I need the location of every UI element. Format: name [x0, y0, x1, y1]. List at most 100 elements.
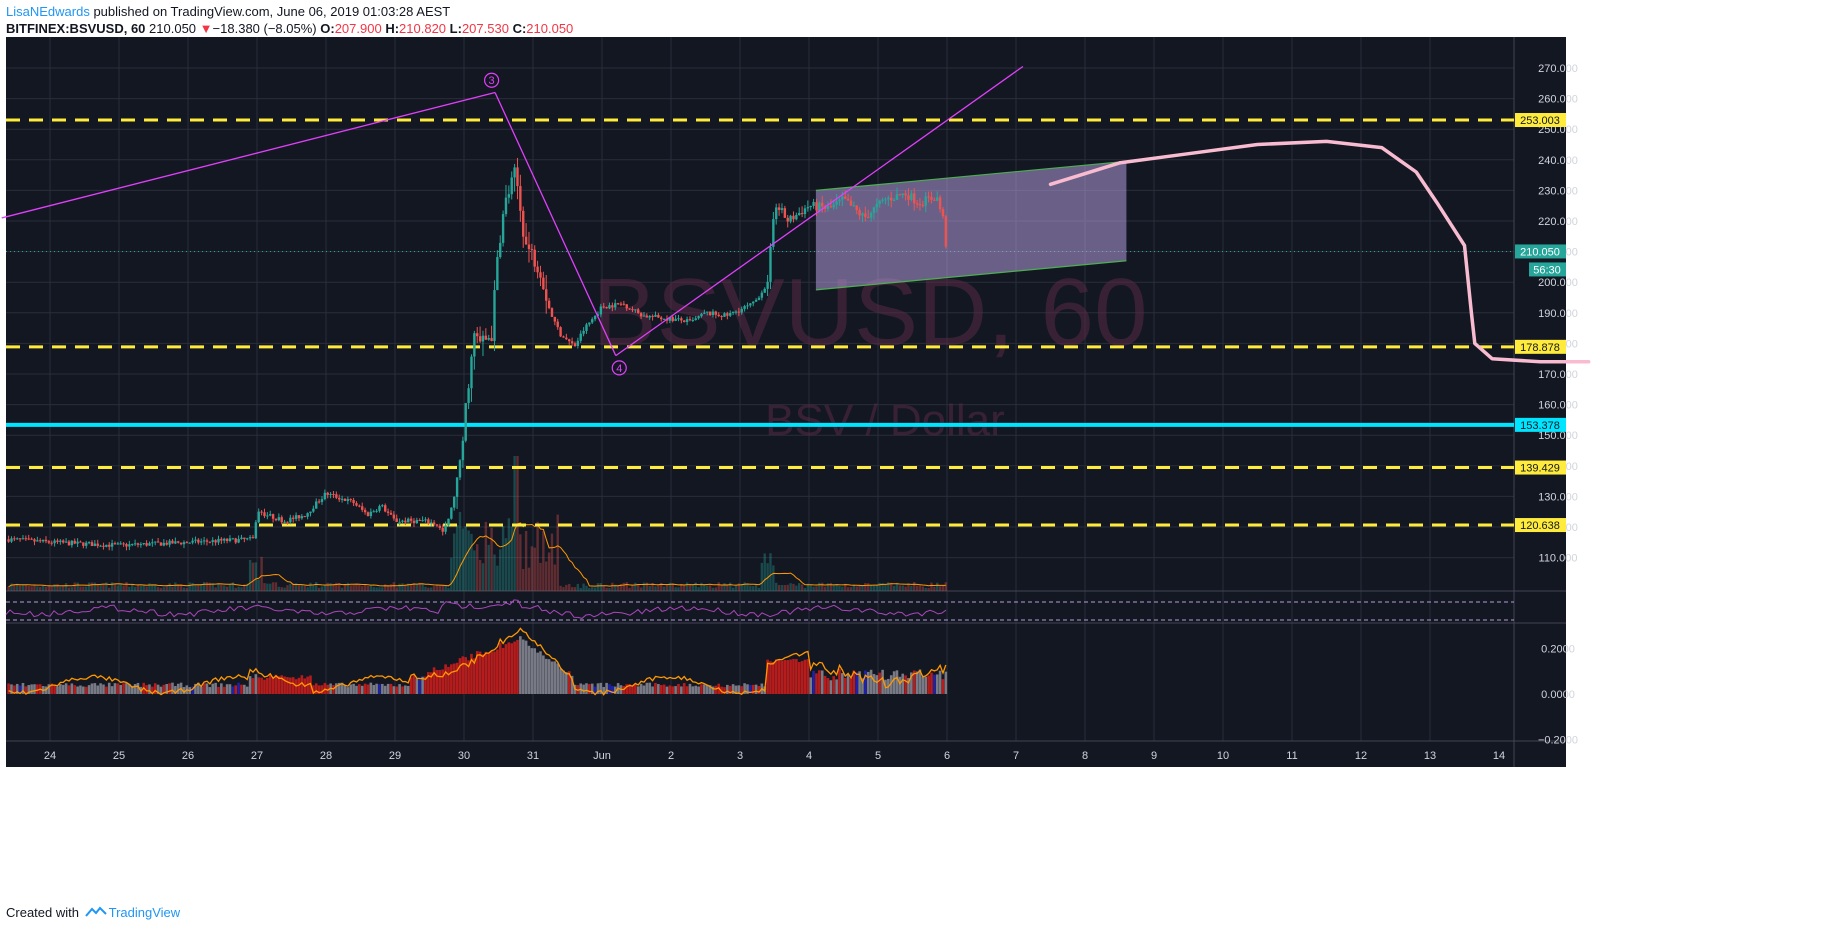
histogram-bar	[588, 684, 591, 694]
candle-body	[384, 505, 387, 512]
channel-fill[interactable]	[815, 161, 1127, 290]
volume-bar	[596, 583, 600, 591]
histogram-bar	[671, 686, 675, 694]
histogram-bar	[507, 642, 511, 694]
candle-body	[861, 213, 864, 216]
volume-bar	[131, 584, 134, 591]
time-tick-label: 2	[668, 750, 674, 762]
volume-bar	[841, 586, 844, 591]
volume-bar	[775, 582, 778, 591]
histogram-bar	[657, 684, 660, 694]
volume-bar	[662, 586, 666, 591]
volume-bar	[335, 582, 338, 591]
candle-body	[576, 340, 580, 347]
volume-bar	[76, 582, 79, 591]
volume-bar	[461, 528, 465, 591]
volume-bar	[660, 582, 663, 591]
candle-body	[786, 217, 789, 222]
histogram-bar	[800, 661, 804, 694]
projection-path[interactable]	[1048, 139, 1591, 364]
candle-body	[789, 215, 792, 222]
candle-body	[202, 540, 206, 542]
volume-bar	[740, 583, 743, 591]
volume-bar	[691, 584, 695, 591]
candle-body	[263, 512, 266, 517]
histogram-bar	[513, 641, 516, 694]
tradingview-brand-link[interactable]: TradingView	[108, 905, 181, 920]
candle-body	[933, 199, 936, 201]
histogram-bar	[682, 683, 686, 694]
volume-bar	[458, 512, 462, 591]
candle-body	[694, 318, 697, 320]
volume-bar	[366, 585, 370, 591]
candle-body	[409, 518, 413, 521]
histogram-bar	[191, 686, 194, 694]
countdown-text: 56:30	[1533, 264, 1561, 276]
histogram-bar	[688, 683, 692, 694]
trendline[interactable]	[494, 92, 617, 356]
histogram-bar	[464, 657, 468, 694]
candle-body	[539, 272, 542, 278]
histogram-bar	[245, 686, 249, 694]
volume-bar	[904, 586, 907, 591]
volume-bar	[792, 583, 795, 591]
volume-bar	[542, 531, 545, 591]
channel-lower-line[interactable]	[815, 260, 1127, 291]
candle-body	[570, 341, 574, 344]
histogram-bar	[145, 685, 148, 694]
histogram-bar	[15, 683, 19, 694]
volume-bar	[496, 565, 499, 591]
volume-bar	[277, 586, 281, 591]
volume-bar	[711, 587, 715, 591]
histogram-bar	[918, 669, 922, 694]
volume-bar	[7, 586, 10, 591]
histogram-bar	[542, 655, 545, 694]
trendline[interactable]	[615, 65, 1024, 357]
low-label: L:	[449, 21, 462, 36]
volume-bar	[358, 584, 361, 591]
time-tick-label: 9	[1151, 750, 1157, 762]
candle-body	[27, 538, 30, 540]
volume-bar	[407, 583, 410, 591]
volume-bar	[64, 583, 68, 591]
candle-body	[165, 542, 168, 545]
volume-bar	[372, 587, 375, 591]
histogram-bar	[519, 636, 522, 694]
volume-bar	[936, 582, 939, 591]
histogram-bar	[855, 672, 859, 694]
candle-body	[904, 193, 907, 196]
candle-body	[519, 186, 522, 211]
volume-bar	[760, 562, 764, 591]
histogram-bar	[349, 684, 353, 694]
histogram-bar	[375, 683, 378, 694]
channel-upper-line[interactable]	[815, 160, 1127, 191]
volume-bar	[895, 582, 899, 591]
histogram-bar	[915, 671, 919, 694]
candle-body	[315, 501, 318, 509]
histogram-bar	[360, 685, 364, 694]
histogram-bar	[79, 685, 82, 694]
ohlc-header: BITFINEX:BSVUSD, 60 210.050 ▼−18.380 (−8…	[6, 21, 573, 36]
histogram-bar	[444, 664, 447, 694]
trendline[interactable]	[1, 91, 496, 219]
histogram-bar	[815, 673, 818, 694]
candle-body	[62, 540, 65, 543]
time-tick-label: 14	[1493, 750, 1505, 762]
histogram-bar	[832, 676, 836, 694]
candle-body	[309, 511, 312, 514]
candle-body	[349, 499, 352, 501]
candle-body	[343, 498, 347, 501]
author-link[interactable]: LisaNEdwards	[6, 4, 90, 19]
candle-body	[148, 543, 151, 546]
volume-bar	[257, 579, 260, 591]
volume-bar	[648, 585, 651, 591]
time-tick-label: 13	[1424, 750, 1436, 762]
histogram-bar	[366, 684, 370, 694]
histogram-bar	[82, 686, 85, 694]
candle-body	[39, 540, 42, 542]
histogram-bar	[248, 676, 252, 694]
volume-bar	[136, 584, 140, 591]
histogram-bar	[565, 672, 568, 694]
volume-bar	[708, 585, 712, 591]
